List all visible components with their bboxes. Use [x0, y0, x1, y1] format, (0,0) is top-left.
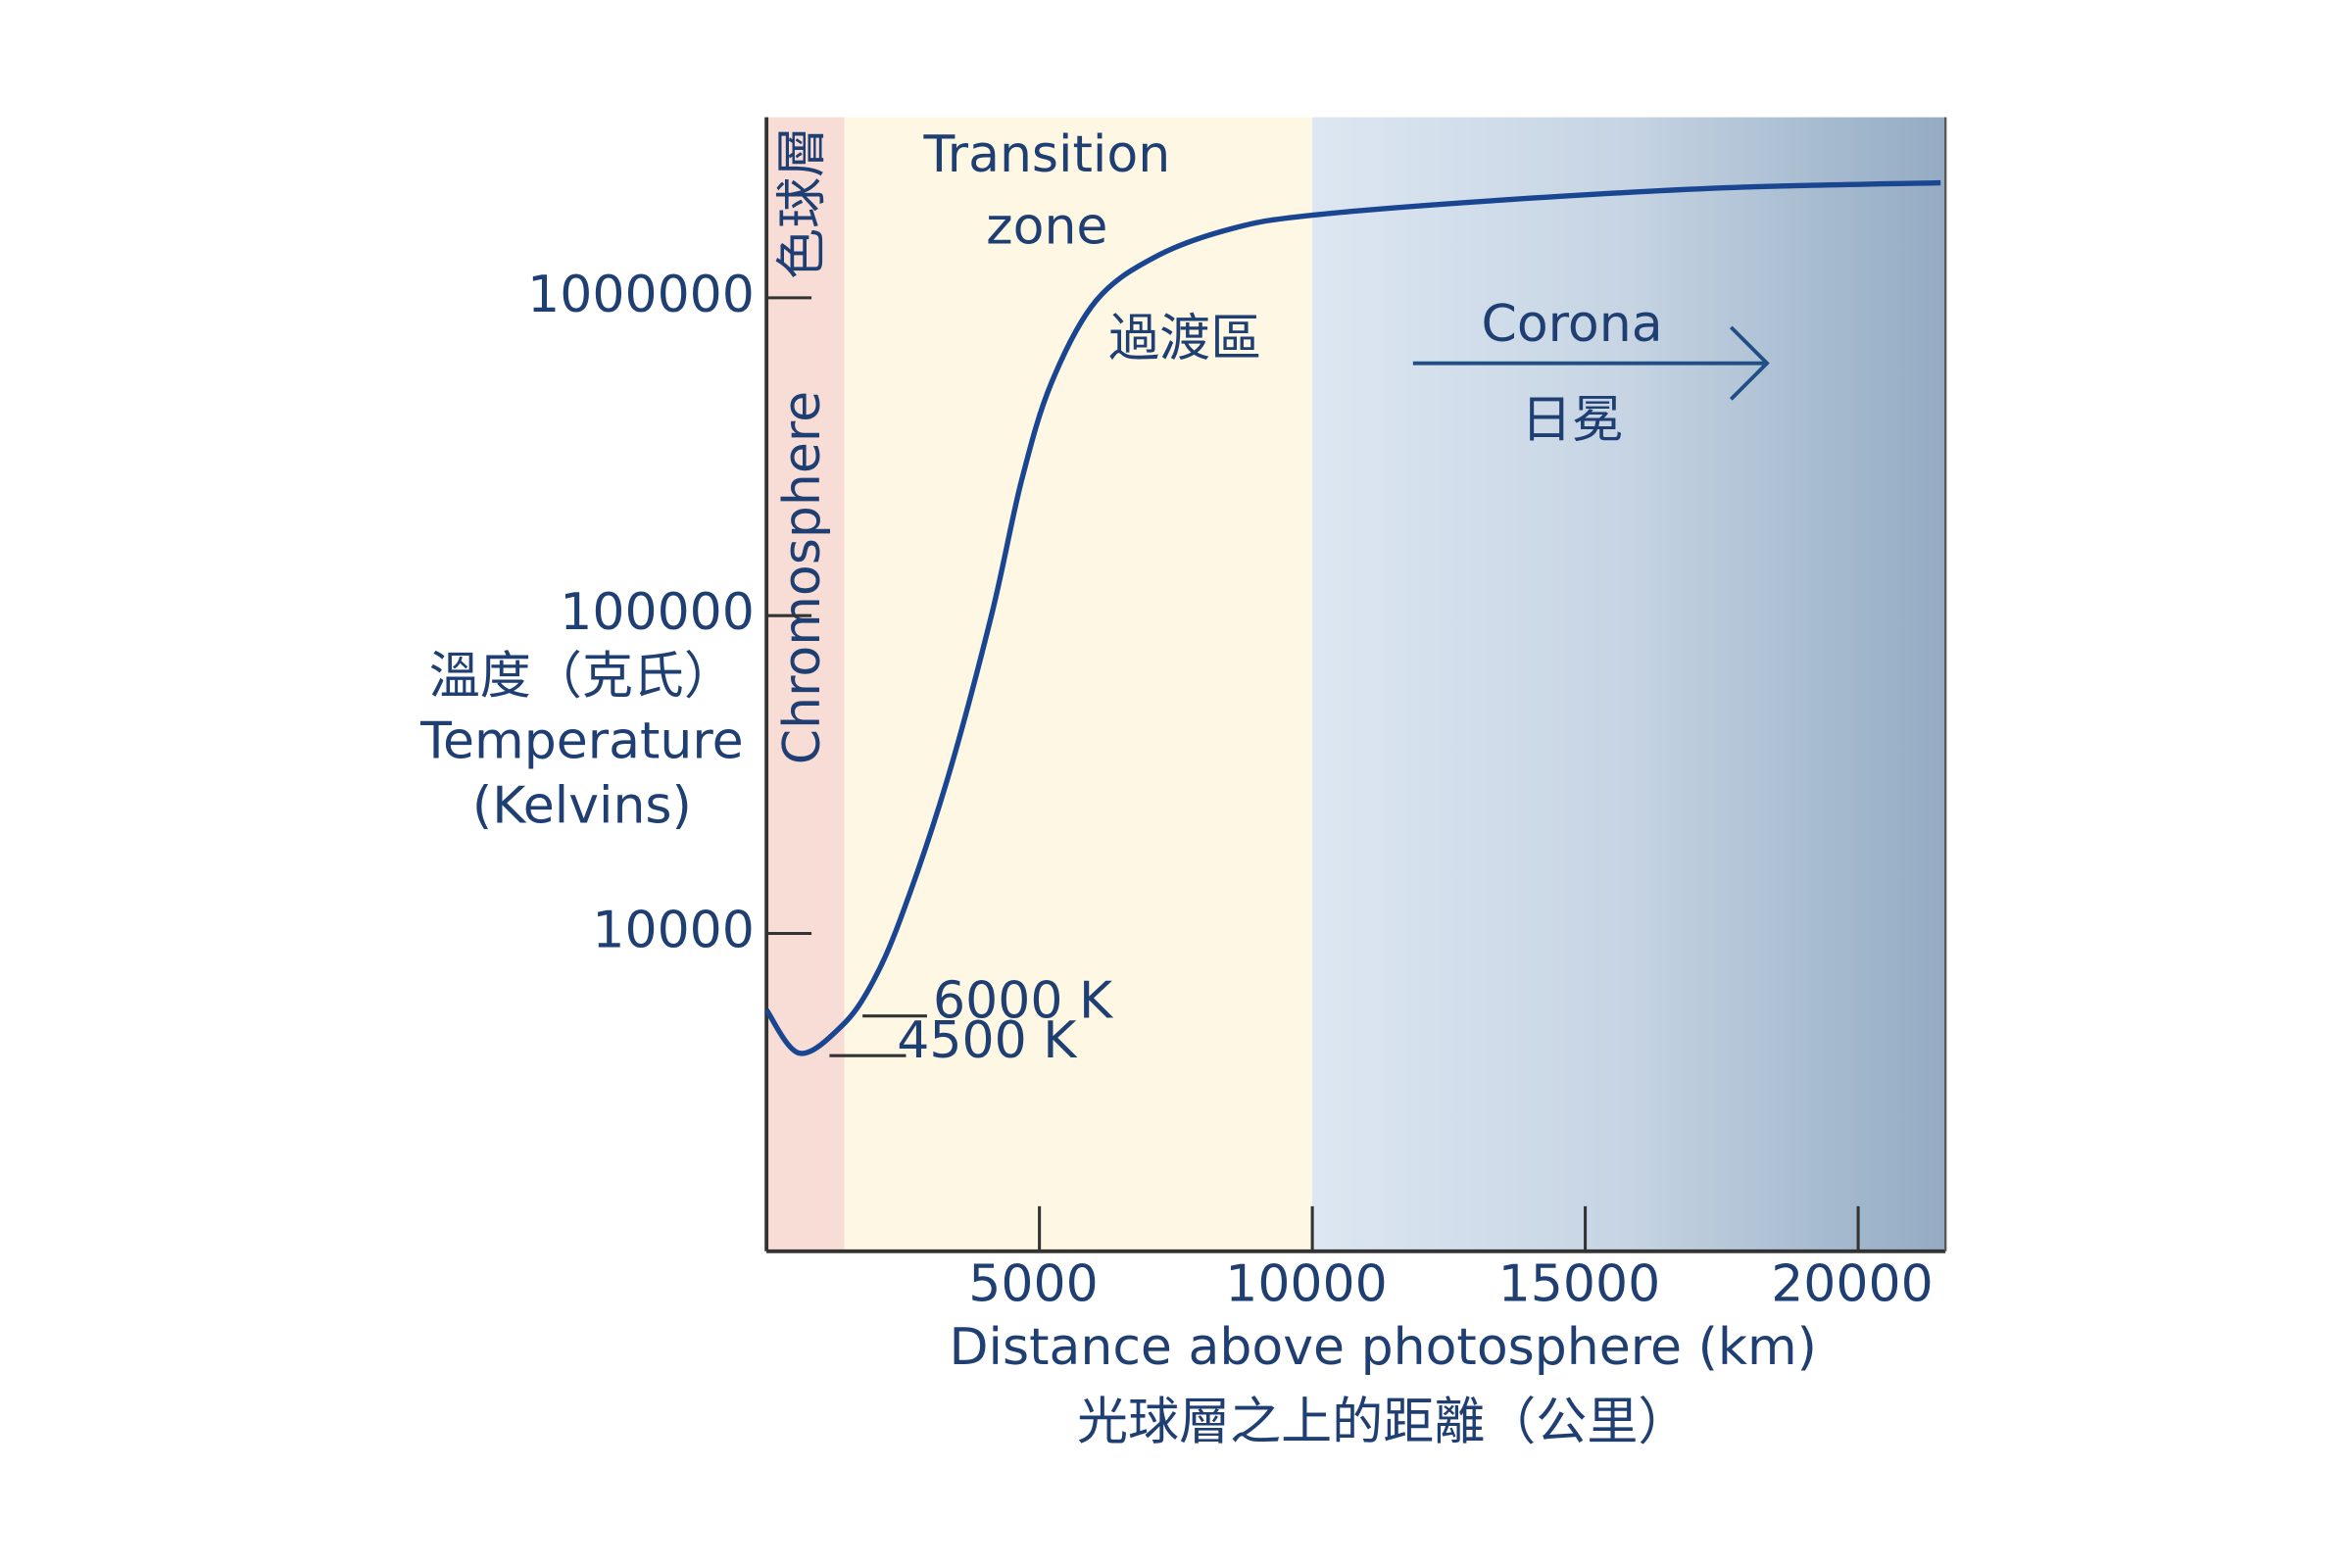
x-axis-label: Distance above photosphere (km): [949, 1318, 1817, 1377]
region-label: 過渡區: [1108, 310, 1261, 368]
region: [766, 117, 845, 1251]
y-tick-label: 1000000: [527, 266, 755, 324]
region: [844, 117, 1313, 1251]
x-axis-label: 光球層之上的距離（公里）: [1077, 1393, 1689, 1451]
region-label: Chromosphere: [773, 391, 832, 764]
region-label: zone: [986, 197, 1107, 256]
y-axis-label: Temperature: [419, 711, 744, 770]
x-tick-label: 20000: [1771, 1255, 1934, 1314]
region-label: 日冕: [1521, 391, 1623, 450]
region-label: Corona: [1482, 295, 1663, 354]
corona-arrow-head: [1729, 325, 1770, 401]
region-label: Transition: [923, 125, 1171, 184]
annotation-label: 6000 K: [933, 971, 1114, 1030]
x-tick-label: 15000: [1498, 1255, 1661, 1314]
temperature-line: [763, 179, 1941, 1056]
y-axis-label: 溫度（克氏）: [429, 648, 735, 707]
y-axis-label: (Kelvins): [472, 776, 692, 835]
regions: [766, 117, 1946, 1251]
y-tick-label: 10000: [592, 901, 755, 959]
region-label: 色球層: [773, 126, 832, 279]
x-tick-label: 5000: [968, 1255, 1098, 1314]
annotation-label: 4500 K: [897, 1011, 1078, 1070]
y-tick-label: 100000: [560, 583, 755, 642]
region: [1312, 117, 1946, 1251]
x-tick-label: 10000: [1225, 1255, 1388, 1314]
